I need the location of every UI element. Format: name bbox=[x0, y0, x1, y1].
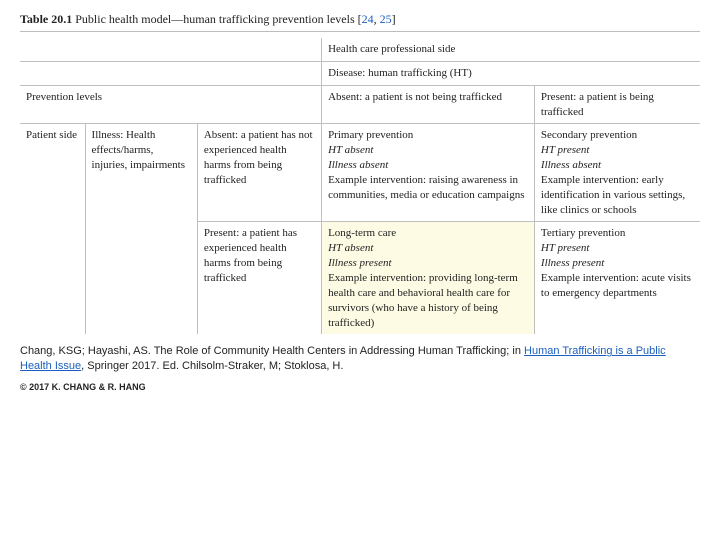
secondary-illness: Illness absent bbox=[541, 159, 601, 171]
primary-intervention: Example intervention: raising awareness … bbox=[328, 174, 524, 201]
illness-present-header: Present: a patient has experienced healt… bbox=[197, 222, 321, 334]
illness-absent-header: Absent: a patient has not experienced he… bbox=[197, 124, 321, 222]
citation-post: , Springer 2017. Ed. Chilsolm-Straker, M… bbox=[81, 360, 343, 372]
longterm-title: Long-term care bbox=[328, 227, 396, 239]
hcp-side-header: Health care professional side bbox=[322, 38, 700, 61]
prevention-table: Health care professional side Disease: h… bbox=[20, 38, 700, 334]
table-caption: Table 20.1 Public health model—human tra… bbox=[20, 12, 700, 32]
disease-present-header: Present: a patient is being trafficked bbox=[534, 85, 700, 124]
illness-label: Illness: Health effects/harms, injuries,… bbox=[85, 124, 197, 334]
tertiary-prevention-cell: Tertiary prevention HT present Illness p… bbox=[534, 222, 700, 334]
disease-header: Disease: human trafficking (HT) bbox=[322, 61, 700, 85]
longterm-intervention: Example intervention: providing long-ter… bbox=[328, 272, 518, 329]
disease-absent-header: Absent: a patient is not being trafficke… bbox=[322, 85, 535, 124]
secondary-prevention-cell: Secondary prevention HT present Illness … bbox=[534, 124, 700, 222]
caption-label: Table 20.1 bbox=[20, 12, 72, 26]
patient-side-header: Patient side bbox=[20, 124, 85, 334]
prevention-levels-header: Prevention levels bbox=[20, 85, 322, 124]
secondary-ht: HT present bbox=[541, 144, 590, 156]
primary-title: Primary prevention bbox=[328, 129, 413, 141]
longterm-care-cell: Long-term care HT absent Illness present… bbox=[322, 222, 535, 334]
caption-ref-2[interactable]: 25 bbox=[380, 12, 392, 26]
caption-ref-1[interactable]: 24 bbox=[362, 12, 374, 26]
spacer-cell bbox=[20, 61, 322, 85]
tertiary-illness: Illness present bbox=[541, 257, 604, 269]
citation: Chang, KSG; Hayashi, AS. The Role of Com… bbox=[20, 344, 700, 374]
primary-illness: Illness absent bbox=[328, 159, 388, 171]
tertiary-intervention: Example intervention: acute visits to em… bbox=[541, 272, 691, 299]
tertiary-ht: HT present bbox=[541, 242, 590, 254]
copyright: © 2017 K. CHANG & R. HANG bbox=[20, 382, 700, 392]
longterm-illness: Illness present bbox=[328, 257, 391, 269]
caption-title: Public health model—human trafficking pr… bbox=[75, 12, 361, 26]
longterm-ht: HT absent bbox=[328, 242, 373, 254]
primary-ht: HT absent bbox=[328, 144, 373, 156]
spacer-cell bbox=[20, 38, 322, 61]
tertiary-title: Tertiary prevention bbox=[541, 227, 625, 239]
secondary-title: Secondary prevention bbox=[541, 129, 637, 141]
secondary-intervention: Example intervention: early identificati… bbox=[541, 174, 685, 216]
citation-pre: Chang, KSG; Hayashi, AS. The Role of Com… bbox=[20, 345, 524, 357]
caption-close: ] bbox=[392, 12, 396, 26]
primary-prevention-cell: Primary prevention HT absent Illness abs… bbox=[322, 124, 535, 222]
